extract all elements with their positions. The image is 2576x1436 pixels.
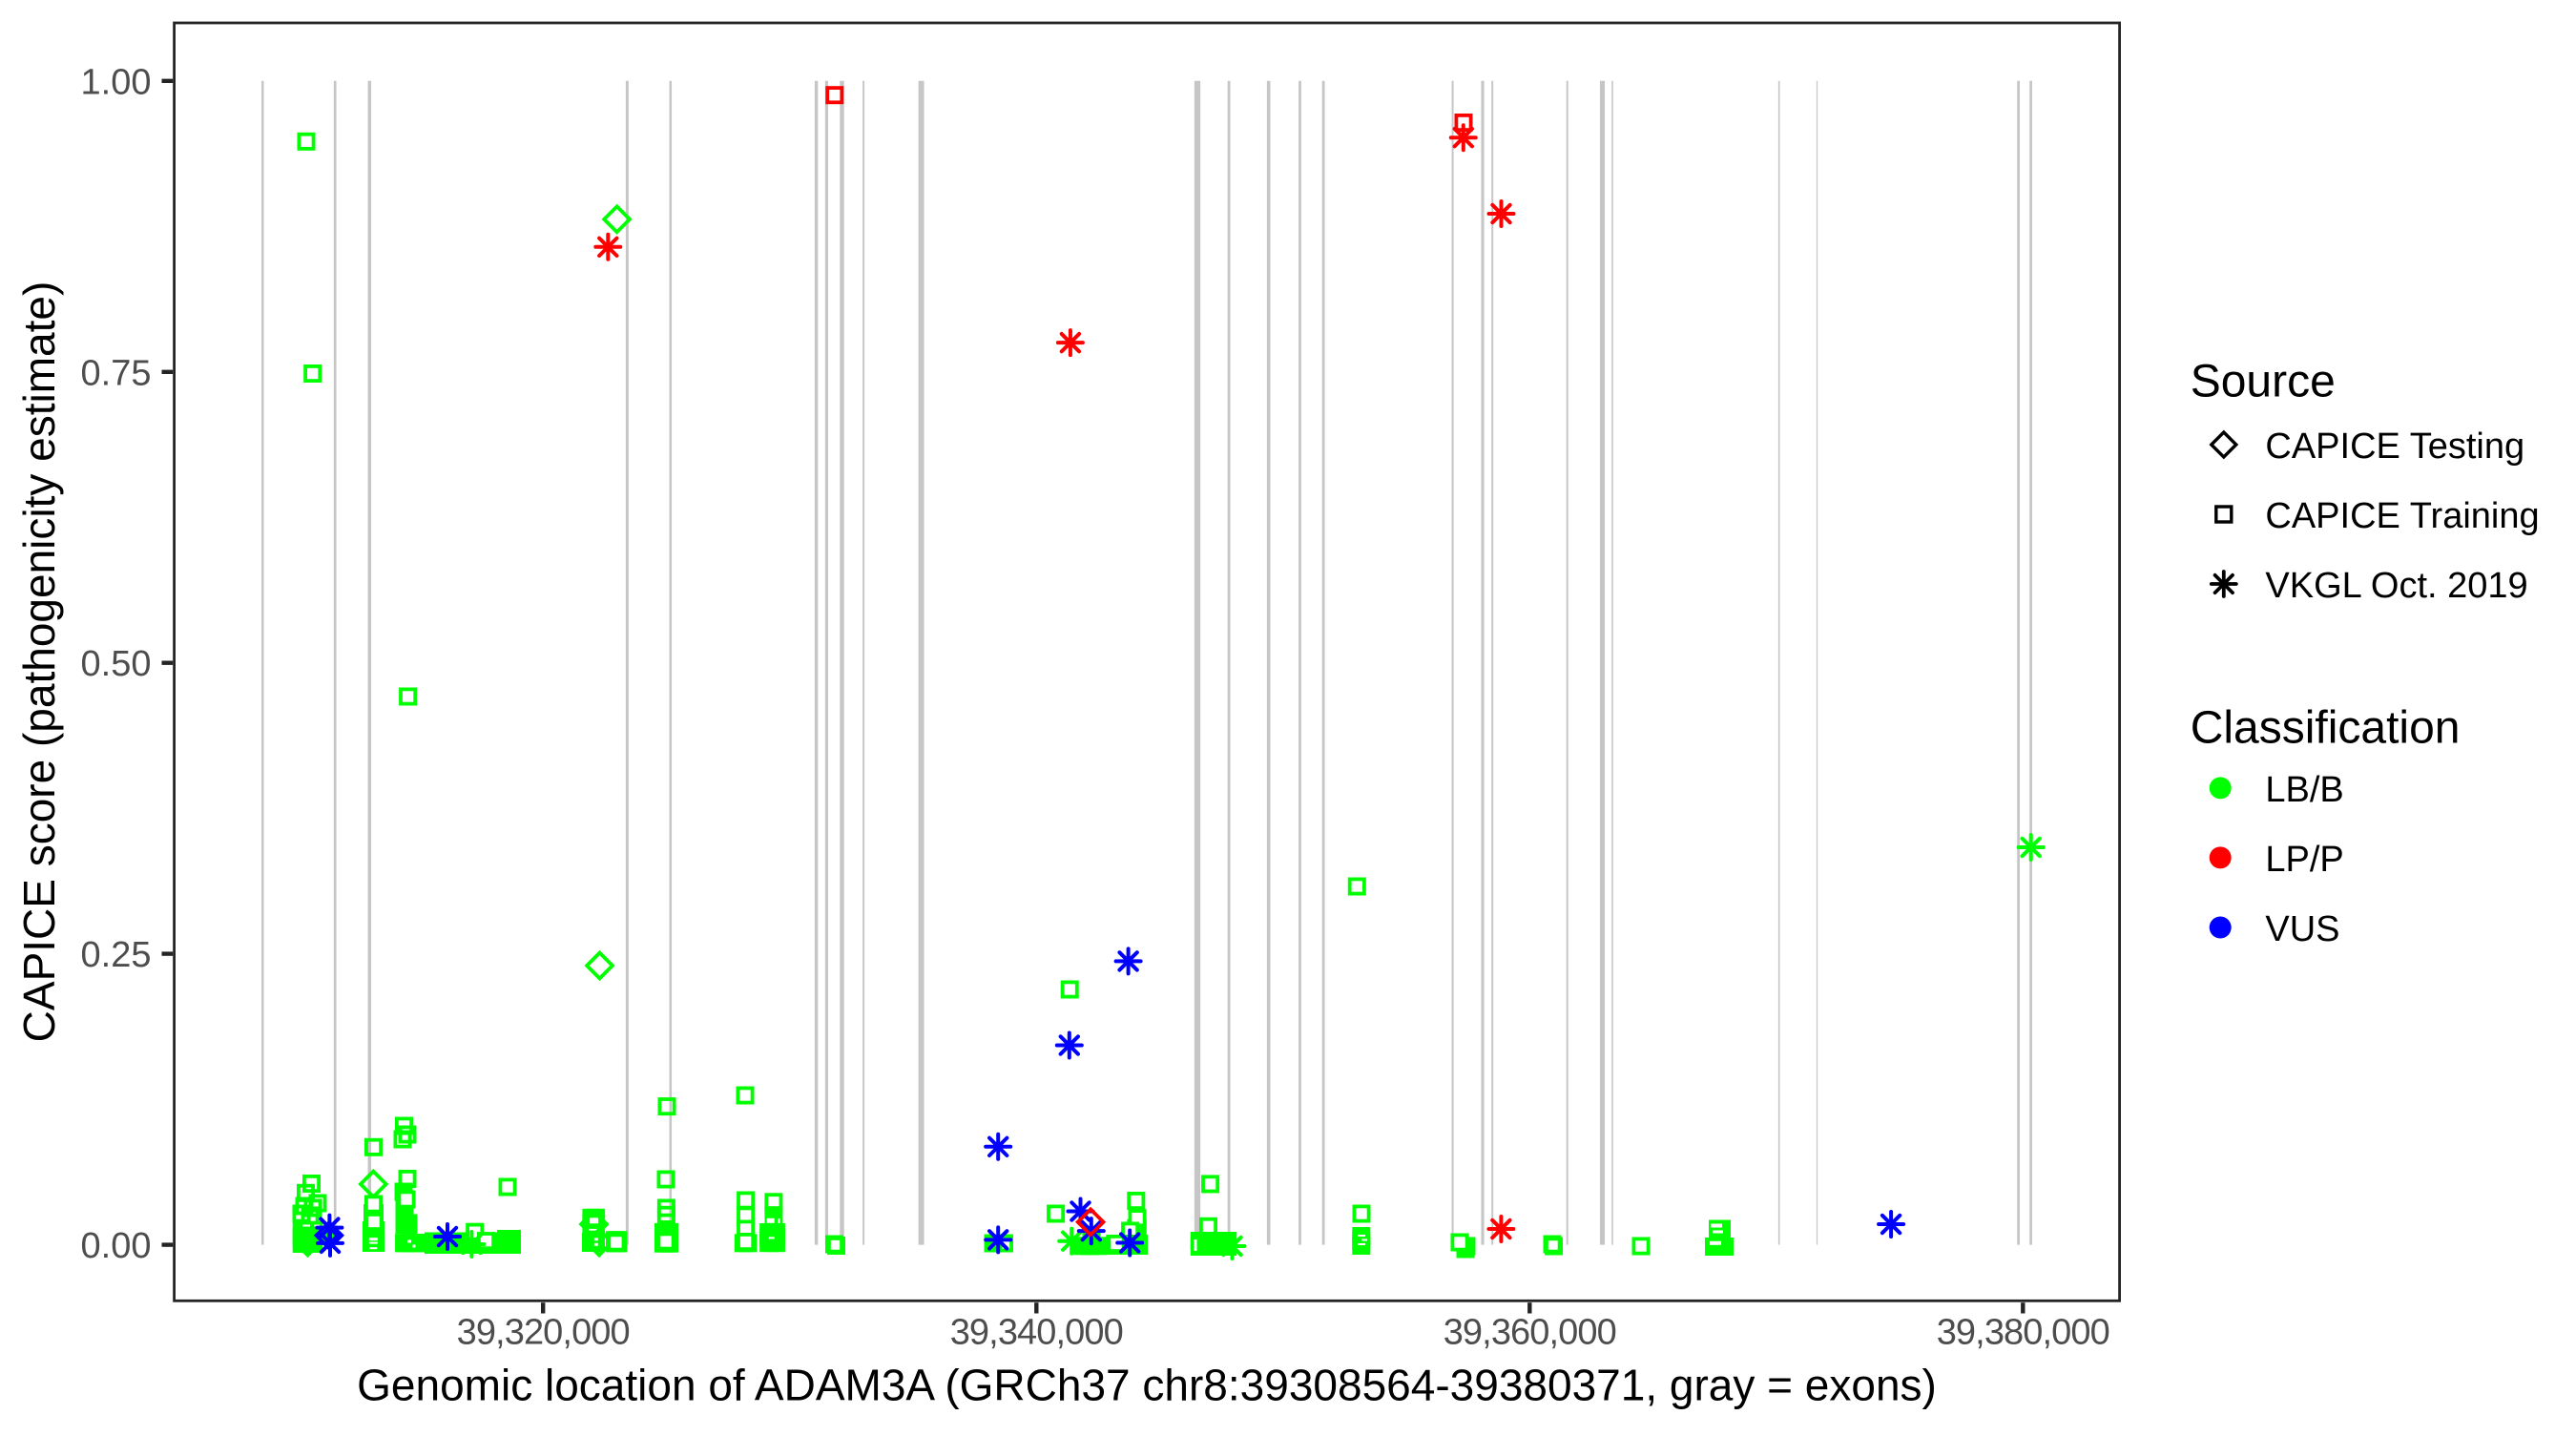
svg-text:CAPICE score (pathogenicity es: CAPICE score (pathogenicity estimate): [14, 281, 64, 1043]
svg-text:39,380,000: 39,380,000: [1937, 1312, 2109, 1352]
svg-text:VKGL Oct. 2019: VKGL Oct. 2019: [2265, 566, 2527, 606]
svg-text:1.00: 1.00: [81, 62, 152, 102]
svg-text:VUS: VUS: [2265, 909, 2339, 949]
svg-text:39,360,000: 39,360,000: [1444, 1312, 1616, 1352]
svg-text:LB/B: LB/B: [2265, 770, 2343, 810]
svg-text:0.50: 0.50: [81, 644, 152, 684]
svg-text:Classification: Classification: [2191, 703, 2461, 754]
svg-text:Source: Source: [2191, 357, 2336, 407]
svg-text:LP/P: LP/P: [2265, 840, 2343, 880]
svg-text:CAPICE Training: CAPICE Training: [2265, 496, 2539, 536]
svg-text:39,340,000: 39,340,000: [950, 1312, 1123, 1352]
svg-text:39,320,000: 39,320,000: [457, 1312, 630, 1352]
svg-text:0.75: 0.75: [81, 353, 152, 393]
svg-text:0.00: 0.00: [81, 1226, 152, 1266]
svg-text:Genomic location of ADAM3A (GR: Genomic location of ADAM3A (GRCh37 chr8:…: [357, 1360, 1937, 1409]
svg-text:0.25: 0.25: [81, 935, 152, 975]
svg-text:CAPICE Testing: CAPICE Testing: [2265, 427, 2524, 467]
